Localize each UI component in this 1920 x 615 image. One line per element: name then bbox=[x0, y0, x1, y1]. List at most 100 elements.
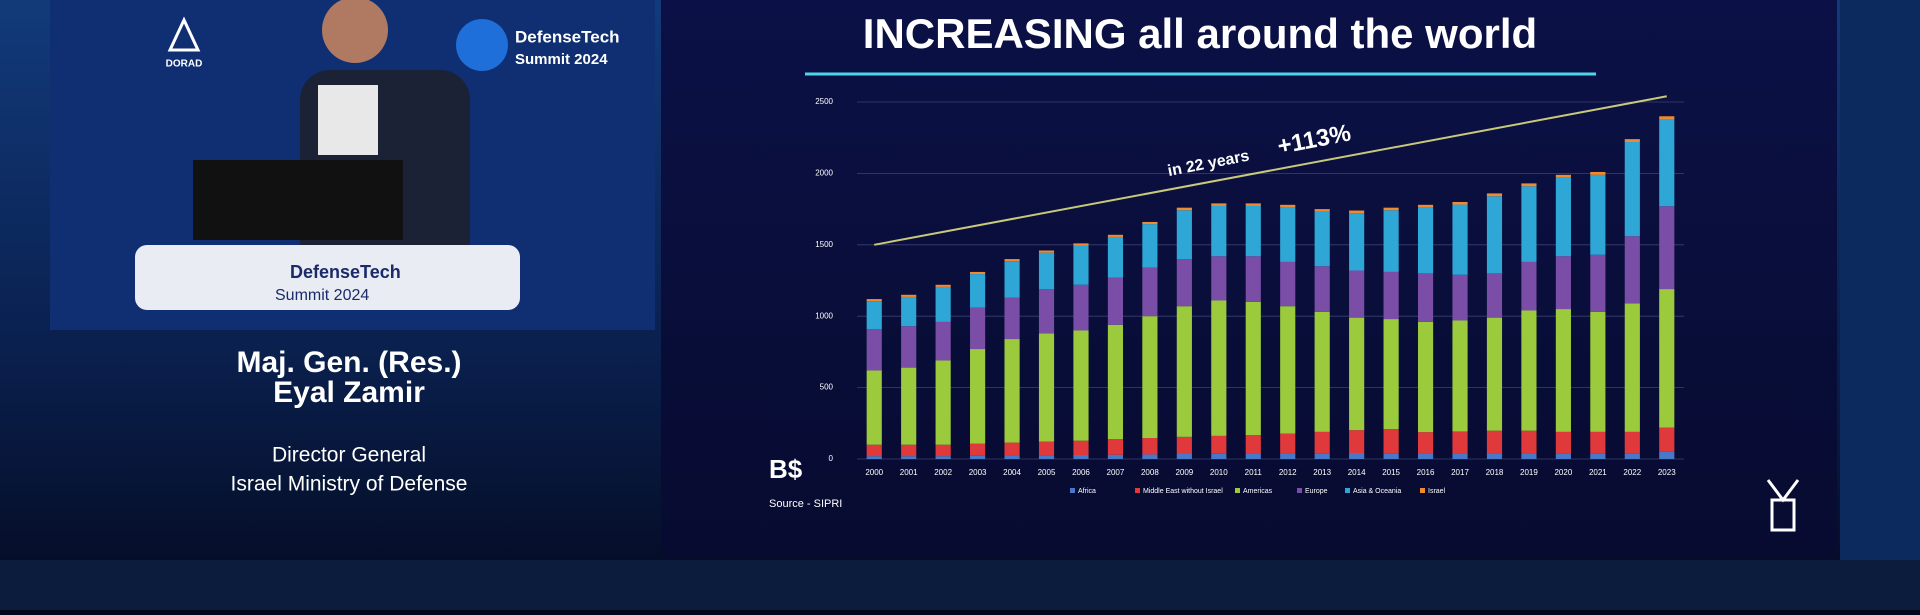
podium bbox=[135, 245, 520, 310]
source: Source - SIPRI bbox=[769, 498, 842, 510]
bar-segment bbox=[1314, 266, 1330, 312]
bar-segment bbox=[1555, 177, 1571, 257]
x-tick-label: 2009 bbox=[1175, 468, 1193, 477]
bar-segment bbox=[1004, 339, 1020, 443]
bar-segment bbox=[1280, 453, 1296, 459]
x-tick-label: 2022 bbox=[1623, 468, 1641, 477]
x-tick-label: 2003 bbox=[969, 468, 987, 477]
bar-segment bbox=[1073, 243, 1089, 246]
x-tick-label: 2013 bbox=[1313, 468, 1331, 477]
bar-segment bbox=[1004, 297, 1020, 340]
bar-segment bbox=[1176, 259, 1192, 307]
bar-segment bbox=[1624, 431, 1640, 454]
bar-segment bbox=[901, 296, 917, 327]
x-tick-label: 2019 bbox=[1520, 468, 1538, 477]
x-tick-label: 2020 bbox=[1554, 468, 1572, 477]
bar-segment bbox=[1486, 317, 1503, 431]
bar-segment bbox=[1176, 207, 1192, 211]
bar-segment bbox=[970, 443, 986, 456]
speaker-role: Director General bbox=[272, 444, 426, 467]
bar-segment bbox=[1038, 455, 1055, 459]
legend-label: Israel bbox=[1428, 488, 1446, 495]
bar-segment bbox=[1383, 453, 1399, 459]
bar-segment bbox=[1314, 311, 1330, 432]
bar-segment bbox=[1211, 453, 1227, 459]
y-tick-label: 2500 bbox=[815, 97, 833, 106]
bar-segment bbox=[970, 349, 986, 444]
bar-segment bbox=[1555, 174, 1571, 178]
bar-segment bbox=[1245, 256, 1261, 302]
bar-segment bbox=[1486, 196, 1503, 274]
bar-segment bbox=[1107, 324, 1124, 440]
bar-segment bbox=[1624, 236, 1640, 304]
speaker-org: Israel Ministry of Defense bbox=[231, 473, 468, 496]
bar-segment bbox=[1280, 261, 1296, 307]
bar-segment bbox=[1521, 186, 1537, 262]
y-tick-label: 2000 bbox=[815, 169, 833, 178]
x-tick-label: 2021 bbox=[1589, 468, 1607, 477]
bar-segment bbox=[1590, 174, 1606, 255]
bar-segment bbox=[1452, 320, 1468, 432]
bar-segment bbox=[1211, 300, 1227, 436]
legend-label: Africa bbox=[1078, 488, 1096, 495]
bar-segment bbox=[1349, 270, 1365, 318]
bar-segment bbox=[1280, 433, 1296, 454]
legend-swatch bbox=[1235, 488, 1240, 493]
bar-segment bbox=[1211, 205, 1227, 257]
x-tick-label: 2012 bbox=[1279, 468, 1297, 477]
speaker-name: Eyal Zamir bbox=[273, 376, 425, 409]
bar-segment bbox=[1555, 431, 1571, 454]
floor bbox=[0, 560, 1920, 610]
bar-segment bbox=[1142, 316, 1158, 439]
monitor bbox=[193, 160, 403, 240]
bar-segment bbox=[1349, 317, 1365, 431]
bar-segment bbox=[1417, 204, 1434, 208]
bar-segment bbox=[1486, 273, 1503, 318]
x-tick-label: 2005 bbox=[1038, 468, 1056, 477]
legend-swatch bbox=[1420, 488, 1425, 493]
podium-text: Summit 2024 bbox=[275, 287, 369, 304]
bar-segment bbox=[1486, 453, 1503, 459]
x-tick-label: 2002 bbox=[934, 468, 952, 477]
bar-segment bbox=[1245, 453, 1261, 459]
x-tick-label: 2023 bbox=[1658, 468, 1676, 477]
bar-segment bbox=[1038, 289, 1055, 334]
bar-segment bbox=[1107, 277, 1124, 325]
bar-segment bbox=[1555, 256, 1571, 310]
bar-segment bbox=[1073, 455, 1089, 459]
bar-segment bbox=[935, 284, 951, 287]
bar-segment bbox=[1349, 453, 1365, 459]
bar-segment bbox=[1211, 256, 1227, 301]
y-tick-label: 0 bbox=[829, 454, 834, 463]
y-tick-label: 500 bbox=[820, 383, 834, 392]
bar-segment bbox=[1314, 211, 1330, 267]
bar-segment bbox=[901, 444, 917, 457]
bar-segment bbox=[935, 360, 951, 445]
legend-label: Europe bbox=[1305, 488, 1328, 495]
x-tick-label: 2017 bbox=[1451, 468, 1469, 477]
bar-segment bbox=[1521, 261, 1537, 311]
bar-segment bbox=[1142, 454, 1158, 459]
x-tick-label: 2001 bbox=[900, 468, 918, 477]
bar-segment bbox=[866, 370, 882, 445]
trend-line bbox=[874, 95, 1667, 246]
bar-segment bbox=[866, 299, 882, 302]
legend-swatch bbox=[1297, 488, 1302, 493]
bar-segment bbox=[1417, 453, 1434, 459]
bar-segment bbox=[1314, 453, 1330, 459]
bar-segment bbox=[970, 271, 986, 275]
bar-segment bbox=[1452, 453, 1468, 459]
bar-segment bbox=[1073, 330, 1089, 441]
bar-segment bbox=[1245, 203, 1261, 206]
bar-segment bbox=[1038, 441, 1055, 456]
bar-segment bbox=[1555, 309, 1571, 432]
bar-segment bbox=[1624, 139, 1640, 142]
bar-segment bbox=[1245, 301, 1261, 436]
bar-segment bbox=[1004, 442, 1020, 456]
bar-segment bbox=[1038, 252, 1055, 290]
bar-segment bbox=[1383, 210, 1399, 272]
x-tick-label: 2006 bbox=[1072, 468, 1090, 477]
bar-segment bbox=[1659, 119, 1675, 207]
bar-segment bbox=[1521, 430, 1537, 454]
